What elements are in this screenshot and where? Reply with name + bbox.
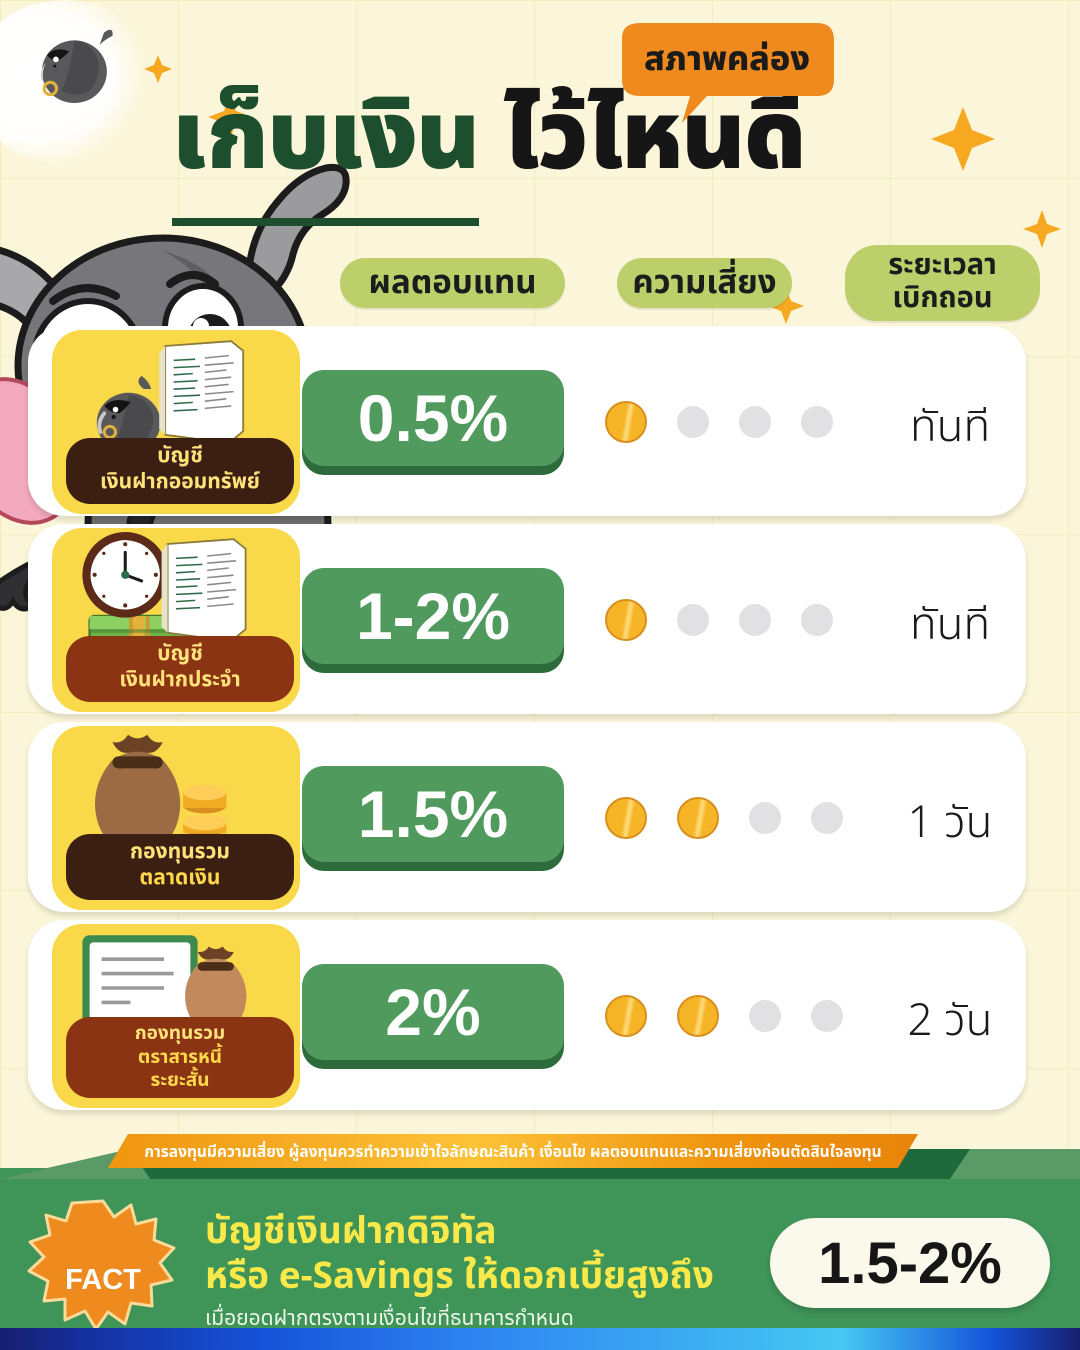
svg-text:สภาพคล่อง: สภาพคล่อง	[644, 35, 810, 86]
svg-text:FACT: FACT	[65, 1264, 141, 1296]
svg-text:การลงทุนมีความเสี่ยง ผู้ลงทุนค: การลงทุนมีความเสี่ยง ผู้ลงทุนควรทำความเข…	[144, 1140, 881, 1164]
